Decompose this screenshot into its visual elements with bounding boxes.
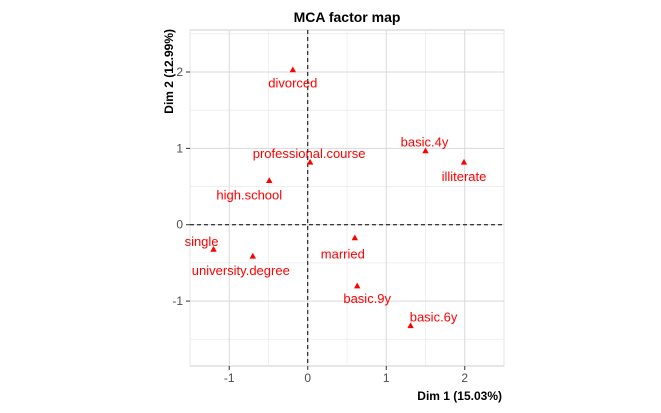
x-axis-ticks: -1 0 1 2 [224, 366, 468, 385]
label-university-degree: university.degree [192, 263, 290, 278]
point-professional-course [306, 158, 314, 165]
label-illiterate: illiterate [442, 169, 487, 184]
y-axis-label: Dim 2 (12.99%) [162, 29, 176, 114]
x-axis-label: Dim 1 (15.03%) [417, 389, 502, 403]
reference-lines [190, 30, 504, 366]
label-professional-course: professional.course [253, 146, 366, 161]
point-basic-9y [354, 282, 361, 289]
chart-title: MCA factor map [294, 9, 401, 25]
point-illiterate [460, 158, 468, 165]
point-single [210, 245, 217, 252]
label-basic-9y: basic.9y [343, 291, 391, 306]
x-tick-label: -1 [224, 371, 235, 385]
y-tick-label: 1 [176, 141, 183, 155]
y-tick-label: 0 [176, 218, 183, 232]
minor-gridlines [189, 30, 505, 366]
point-divorced [289, 66, 297, 73]
y-tick-label: -1 [172, 294, 183, 308]
label-basic-6y: basic.6y [410, 310, 458, 325]
point-married [351, 234, 359, 241]
label-basic-4y: basic.4y [401, 135, 449, 150]
point-basic-6y [407, 322, 414, 329]
point-high-school [266, 177, 273, 183]
point-labels: divorced professional.course basic.4y illit… [185, 76, 487, 325]
x-tick-label: 2 [461, 371, 468, 385]
x-tick-label: 1 [383, 371, 390, 385]
point-basic-4y [422, 147, 429, 154]
x-tick-label: 0 [304, 371, 311, 385]
y-tick-label: 2 [176, 65, 183, 79]
y-axis-ticks: -1 0 1 2 [172, 65, 190, 308]
point-university-degree [249, 252, 256, 259]
label-single: single [185, 234, 219, 249]
label-divorced: divorced [268, 76, 317, 91]
label-high-school: high.school [216, 187, 282, 202]
data-points [210, 66, 468, 329]
label-married: married [321, 247, 365, 262]
